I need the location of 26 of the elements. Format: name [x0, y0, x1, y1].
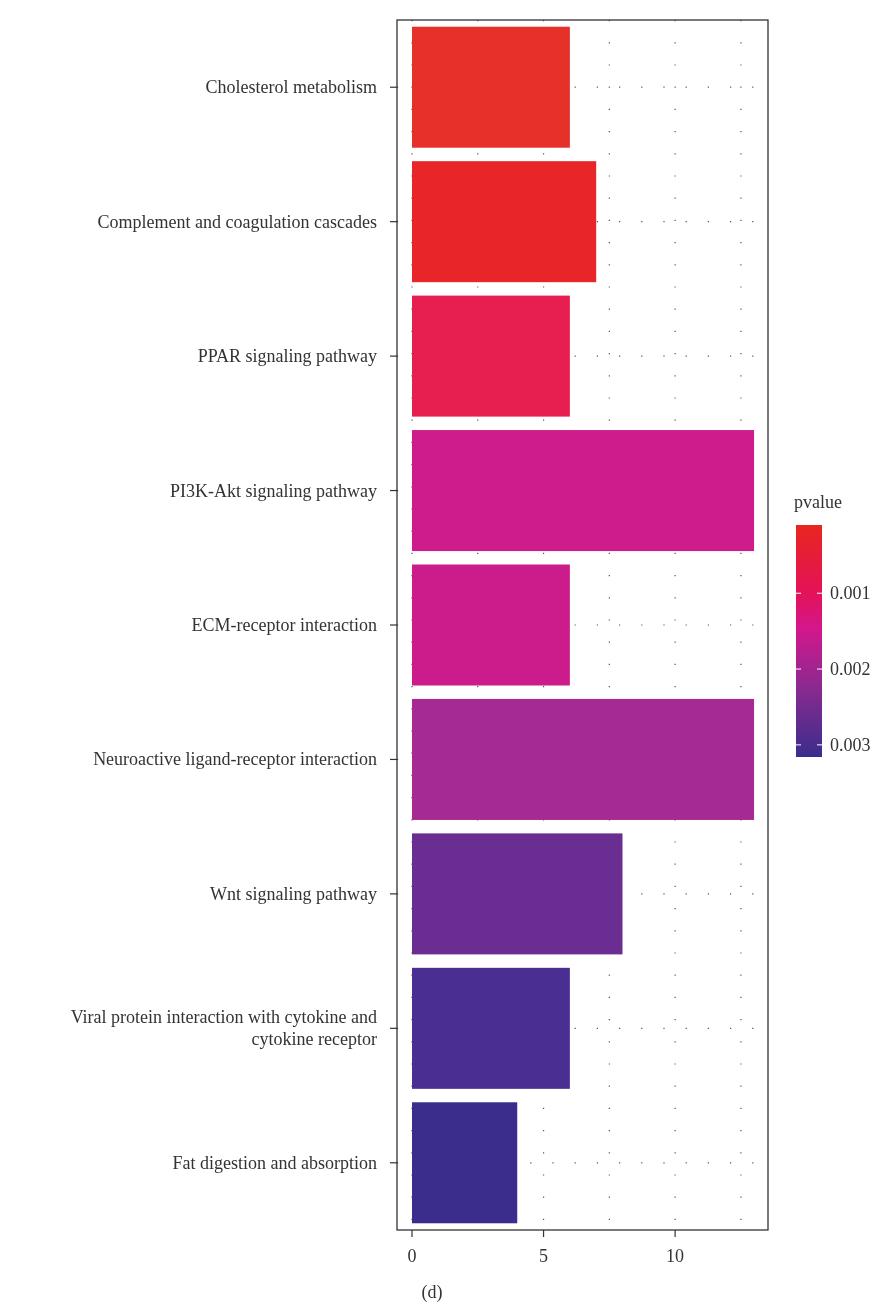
- y-tick-label: Wnt signaling pathway: [210, 883, 377, 904]
- y-tick-label: Neuroactive ligand-receptor interaction: [93, 749, 377, 770]
- x-tick-label: 10: [666, 1246, 685, 1266]
- y-tick-label: Complement and coagulation cascades: [97, 211, 377, 232]
- y-tick-label: PPAR signaling pathway: [197, 346, 377, 367]
- bar: [412, 161, 597, 283]
- y-tick-label: Viral protein interaction with cytokine and cytokine receptor: [70, 1007, 378, 1050]
- x-tick-label: 0: [407, 1246, 417, 1266]
- bar: [412, 26, 570, 148]
- bar: [412, 430, 755, 552]
- color-bar-title: pvalue: [794, 492, 842, 512]
- bar: [412, 833, 623, 955]
- x-tick-label: 5: [539, 1246, 549, 1266]
- bar: [412, 967, 570, 1089]
- color-bar-label: 0.001: [830, 583, 871, 604]
- y-tick-label: ECM-receptor interaction: [191, 615, 377, 635]
- bar: [412, 1102, 518, 1224]
- y-tick-label: PI3K-Akt signaling pathway: [170, 480, 377, 501]
- y-tick-label: Cholesterol metabolism: [205, 77, 377, 98]
- text: (d): [421, 1282, 443, 1303]
- y-tick-label: Fat digestion and absorption: [172, 1152, 377, 1173]
- color-bar-label: 0.002: [830, 659, 871, 680]
- bar: [412, 698, 755, 820]
- color-bar-label: 0.003: [830, 734, 871, 755]
- bar: [412, 295, 570, 417]
- bar: [412, 564, 570, 686]
